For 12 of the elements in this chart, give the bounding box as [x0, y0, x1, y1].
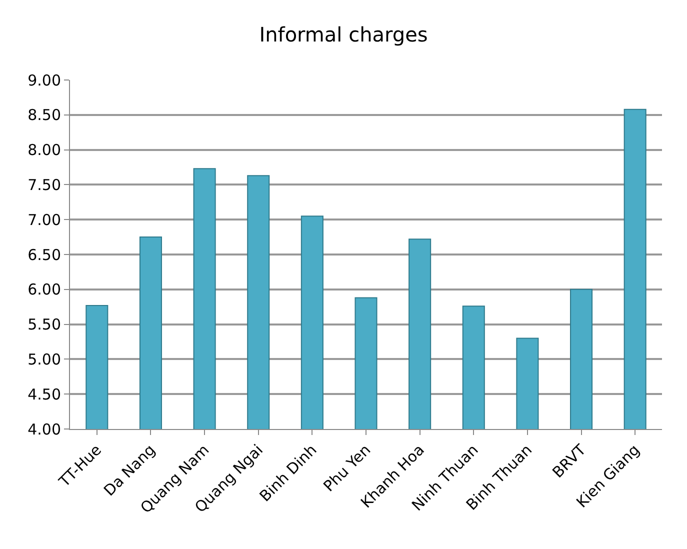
- y-tick-label: 9.00: [28, 71, 61, 90]
- y-tick-label: 4.00: [28, 420, 61, 438]
- y-tick-label: 7.00: [28, 210, 61, 229]
- chart-title: Informal charges: [259, 22, 428, 46]
- y-tick-label: 4.50: [28, 385, 61, 404]
- y-tick-label: 8.00: [28, 141, 61, 160]
- y-tick-label: 6.00: [28, 280, 61, 299]
- y-tick-label: 6.50: [28, 246, 61, 264]
- y-tick-label: 7.50: [28, 176, 61, 194]
- y-tick-label: 8.50: [28, 106, 61, 124]
- y-tick-label: 5.50: [28, 316, 61, 334]
- y-tick-label: 5.00: [28, 350, 61, 368]
